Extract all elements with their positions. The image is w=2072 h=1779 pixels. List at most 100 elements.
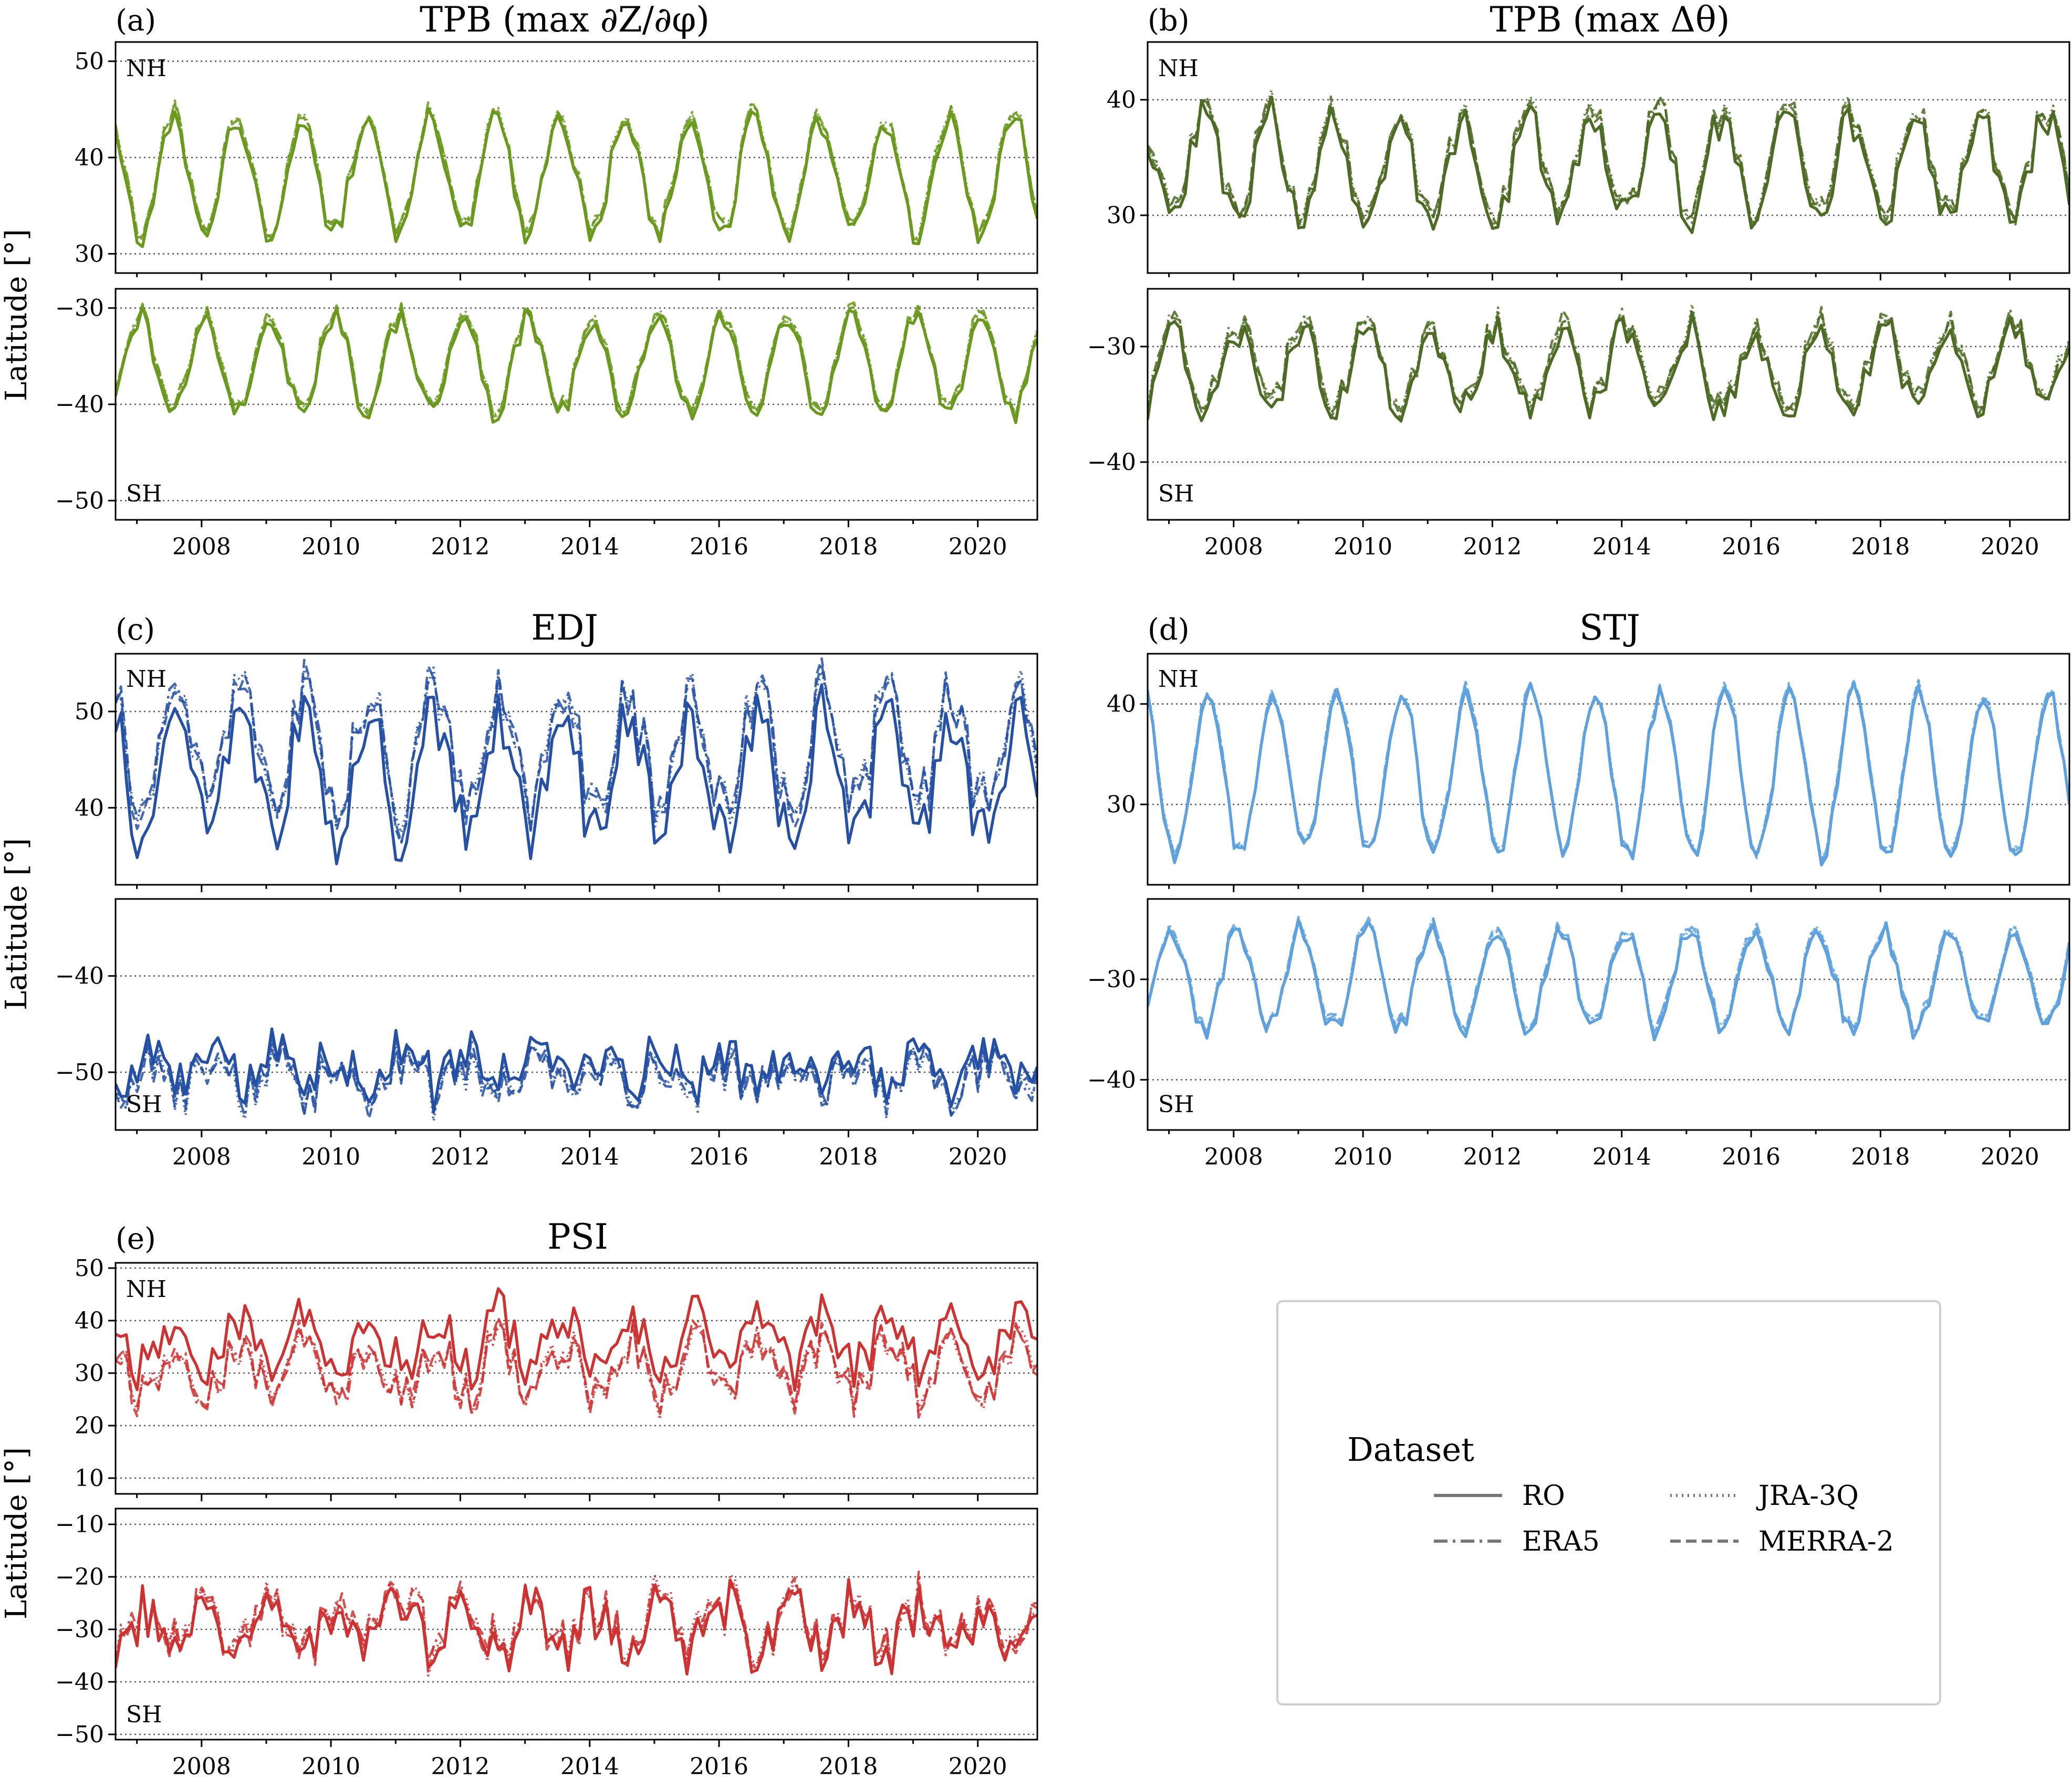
x-tick-label: 2012 <box>431 1753 490 1779</box>
x-tick-label: 2020 <box>949 1144 1007 1170</box>
hemi-label-a-sh: SH <box>126 480 162 507</box>
x-tick-label: 2008 <box>172 1144 231 1170</box>
x-tick-label: 2014 <box>560 1144 619 1170</box>
series-line-ro <box>116 107 1037 248</box>
legend-label-ro: RO <box>1522 1480 1565 1512</box>
axes-frame <box>114 653 1038 886</box>
subplot-c-nh: 40 50 <box>75 653 1038 892</box>
x-tick-label: 2010 <box>1334 1144 1392 1170</box>
axes-frame <box>1147 653 2070 886</box>
y-tick-label: −40 <box>55 963 104 990</box>
subplot-a-sh: −30 −40 −50 2008 2010 2012 2014 2016 2018 2020 <box>55 288 1038 560</box>
panel-b: (b) TPB (max Δθ) 30 40 −30 −40 2008 2010 2012… <box>1087 0 2070 560</box>
x-tick-label: 2008 <box>172 533 231 560</box>
series-line-era5 <box>1148 95 2069 226</box>
panel-e: (e) PSI Latitude [°] 10 20 30 40 50 −10 −20 −3… <box>0 1217 1038 1779</box>
series-line-merra2 <box>1148 306 2069 421</box>
y-tick-label: −40 <box>55 1669 104 1696</box>
x-tick-label: 2012 <box>431 533 490 560</box>
series-line-era5 <box>1148 681 2069 861</box>
series-line-era5 <box>116 662 1037 844</box>
panel-d: (d) STJ 30 40 −30 −40 2008 2010 2012 2014 2016 2… <box>1087 608 2070 1170</box>
x-tick-label: 2016 <box>690 1753 748 1779</box>
axes-frame <box>1147 41 2070 274</box>
legend-label-merra2: MERRA-2 <box>1758 1526 1894 1557</box>
panel-letter-d: (d) <box>1148 613 1190 647</box>
subplot-e-sh: −10 −20 −30 −40 −50 2008 2010 2012 2014 2016 2018 2… <box>55 1508 1038 1779</box>
y-tick-label: −50 <box>55 1059 104 1086</box>
x-tick-label: 2008 <box>172 1753 231 1779</box>
hemi-label-c-sh: SH <box>126 1091 162 1118</box>
axes-frame <box>114 1262 1038 1495</box>
series-line-ro <box>1148 681 2069 867</box>
y-tick-label: −40 <box>1087 449 1136 476</box>
axes-frame <box>114 288 1038 521</box>
x-tick-label: 2020 <box>949 533 1007 560</box>
hemi-label-b-sh: SH <box>1158 480 1194 507</box>
series-line-jra3q <box>1148 677 2069 859</box>
y-tick-label: 50 <box>75 698 104 725</box>
x-tick-label: 2016 <box>1722 1144 1781 1170</box>
series-group <box>116 1287 1037 1421</box>
series-line-merra2 <box>1148 915 2069 1034</box>
panel-title-a: TPB (max ∂Z/∂φ) <box>420 0 710 40</box>
series-line-merra2 <box>116 1576 1037 1677</box>
x-tick-label: 2020 <box>1981 1144 2039 1170</box>
x-tick-label: 2020 <box>1981 533 2039 560</box>
x-tick-label: 2018 <box>819 1753 878 1779</box>
legend-title: Dataset <box>1347 1430 1474 1469</box>
x-tick-label: 2014 <box>560 533 619 560</box>
y-tick-label: −20 <box>55 1564 104 1590</box>
series-line-ro <box>116 683 1037 865</box>
series-line-merra2 <box>1148 95 2069 229</box>
axes-frame <box>1147 898 2070 1131</box>
panel-letter-a: (a) <box>116 4 156 38</box>
y-tick-label: 40 <box>1107 87 1136 113</box>
x-tick-label: 2018 <box>819 1144 878 1170</box>
series-line-jra3q <box>116 1573 1037 1677</box>
y-tick-label: −30 <box>55 1616 104 1643</box>
series-line-merra2 <box>1148 679 2069 864</box>
y-tick-label: 40 <box>75 794 104 821</box>
y-tick-label: −40 <box>55 391 104 418</box>
x-tick-label: 2020 <box>949 1753 1007 1779</box>
series-group <box>1148 89 2069 234</box>
legend-box <box>1276 1300 1941 1705</box>
y-tick-label: 40 <box>1107 691 1136 718</box>
x-tick-label: 2012 <box>1463 533 1522 560</box>
x-tick-label: 2008 <box>1204 533 1263 560</box>
x-tick-label: 2010 <box>1334 533 1392 560</box>
x-tick-label: 2018 <box>1851 533 1910 560</box>
series-group <box>1148 303 2069 423</box>
ylabel-c: Latitude [°] <box>0 838 34 1010</box>
x-tick-label: 2014 <box>560 1753 619 1779</box>
legend-label-era5: ERA5 <box>1522 1526 1600 1557</box>
panel-title-d: STJ <box>1579 608 1640 648</box>
series-group <box>1148 915 2069 1042</box>
axes-frame <box>114 898 1038 1131</box>
axes-frame <box>1147 288 2070 521</box>
x-tick-label: 2016 <box>690 1144 748 1170</box>
panel-letter-b: (b) <box>1148 4 1190 38</box>
y-tick-label: −30 <box>1087 333 1136 360</box>
y-tick-label: 40 <box>75 1307 104 1334</box>
legend: Dataset RO ERA5 JRA-3Q MERRA-2 <box>1276 1300 1941 1705</box>
y-tick-label: 40 <box>75 144 104 171</box>
hemi-label-a-nh: NH <box>126 55 166 82</box>
series-group <box>116 1027 1037 1123</box>
panel-title-e: PSI <box>547 1217 608 1257</box>
x-tick-label: 2018 <box>819 533 878 560</box>
subplot-b-nh: 30 40 <box>1107 41 2070 280</box>
ylabel-a: Latitude [°] <box>0 229 34 401</box>
panel-title-c: EDJ <box>531 608 598 648</box>
series-line-merra2 <box>116 1316 1037 1418</box>
subplot-d-nh: 30 40 <box>1107 653 2070 892</box>
series-group <box>116 99 1037 248</box>
subplot-d-sh: −30 −40 2008 2010 2012 2014 2016 2018 2020 <box>1087 898 2070 1170</box>
series-group <box>116 1570 1037 1677</box>
series-line-ro <box>116 1287 1037 1392</box>
hemi-label-b-nh: NH <box>1158 55 1199 82</box>
legend-label-jra3q: JRA-3Q <box>1756 1480 1859 1512</box>
series-line-merra2 <box>116 1038 1037 1120</box>
